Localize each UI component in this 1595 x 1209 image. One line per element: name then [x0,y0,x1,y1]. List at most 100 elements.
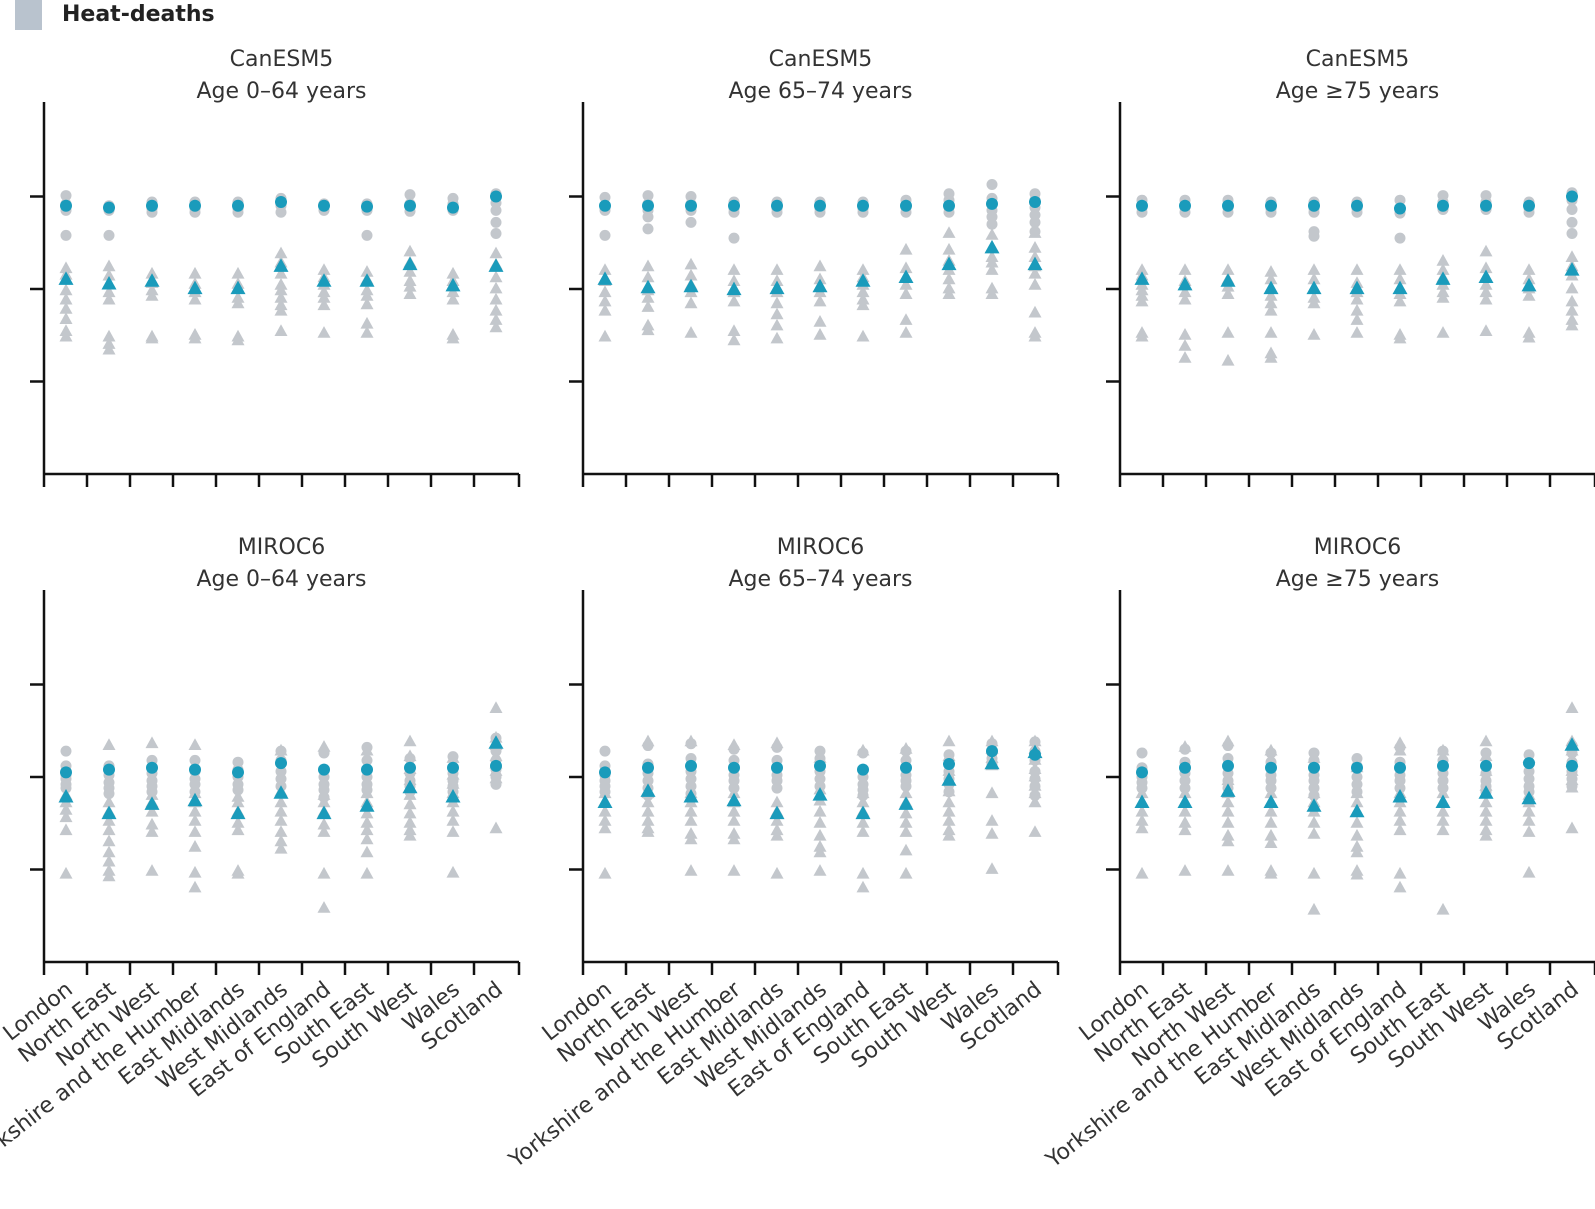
triangle-point [59,302,73,314]
triangle-point [403,279,417,292]
triangle-point [1307,827,1321,839]
triangle-point-highlight [1521,790,1537,805]
triangle-point-highlight [230,805,246,820]
triangle-point-highlight [726,792,742,807]
triangle-point [684,268,698,281]
circle-point-highlight [146,761,158,774]
circle-point [1308,790,1320,801]
triangle-point-highlight [58,271,74,285]
triangle-point-highlight [1349,803,1365,818]
triangle-point [1264,326,1278,338]
triangle-point [1221,263,1235,275]
triangle-point [1350,795,1364,808]
triangle-point-highlight [984,755,1000,770]
triangle-point [727,324,741,336]
triangle-point [145,804,159,817]
triangle-point [985,786,999,799]
circle-point [1566,780,1578,792]
triangle-point [727,274,741,286]
triangle-point [770,866,784,879]
triangle-point [684,804,698,817]
triangle-point [942,272,956,285]
triangle-point-highlight [101,276,117,290]
triangle-point [985,263,999,275]
triangle-point [102,834,116,847]
triangle-point [1479,285,1493,298]
circle-point [1265,782,1277,794]
triangle-point [317,263,331,275]
circle-point [275,745,287,757]
triangle-point [1264,303,1278,316]
circle-point [189,786,201,798]
triangle-point [856,285,870,298]
triangle-point [1135,821,1149,834]
triangle-point [231,816,245,828]
triangle-point [360,316,374,329]
triangle-point [274,266,288,279]
triangle-point [1178,292,1192,305]
triangle-point [1264,816,1278,828]
triangle-point [1264,296,1278,309]
triangle-point-highlight [1134,271,1150,285]
triangle-point [59,866,73,879]
circle-point-highlight [1351,761,1363,774]
triangle-point [1565,303,1579,316]
triangle-point [1307,902,1321,915]
circle-point [1480,747,1492,759]
triangle-point [1028,278,1042,290]
circle-point-highlight [189,199,201,212]
triangle-point [274,246,288,259]
triangle-point [856,866,870,879]
triangle-point [188,804,202,817]
triangle-point [641,270,655,283]
triangle-point [1350,292,1364,305]
triangle-point [727,864,741,876]
triangle-point [489,246,503,259]
triangle-point [59,292,73,305]
triangle-point [770,263,784,275]
triangle-point-highlight [597,271,613,285]
circle-point [986,218,998,230]
triangle-point [1307,866,1321,879]
triangle-point [274,825,288,837]
circle-point [1437,782,1449,794]
circle-point [642,223,654,235]
triangle-point-highlight [1521,277,1537,292]
triangle-point-highlight [187,280,203,295]
circle-point [447,751,459,763]
triangle-point [489,292,503,305]
circle-point [103,788,115,800]
triangle-point [102,814,116,826]
circle-point-highlight [490,759,502,772]
panel-title-age: Age ≥75 years [1276,567,1440,592]
triangle-point-highlight [1349,280,1365,295]
circle-point-highlight [771,761,783,774]
triangle-point [489,821,503,834]
circle-point [599,786,611,798]
triangle-point [1135,814,1149,826]
circle-point [361,754,373,766]
triangle-point [1436,902,1450,915]
triangle-point [1479,278,1493,290]
panel-title-model: MIROC6 [1314,535,1401,560]
triangle-point [1178,823,1192,836]
triangle-point [1264,265,1278,277]
triangle-point [145,817,159,830]
triangle-point-highlight [984,239,1000,254]
triangle-point [598,804,612,817]
triangle-point-highlight [1306,798,1322,812]
triangle-point [102,285,116,298]
circle-point-highlight [490,190,502,203]
circle-point-highlight [1179,761,1191,774]
triangle-point [770,296,784,309]
circle-point-highlight [232,766,244,779]
circle-point-highlight [1394,761,1406,774]
triangle-point-highlight [1435,271,1451,285]
triangle-point [899,326,913,338]
panel-title-age: Age 65–74 years [728,79,912,104]
circle-point-highlight [447,201,459,214]
triangle-point [446,266,460,279]
circle-point-highlight [599,199,611,212]
circle-point [318,747,330,759]
